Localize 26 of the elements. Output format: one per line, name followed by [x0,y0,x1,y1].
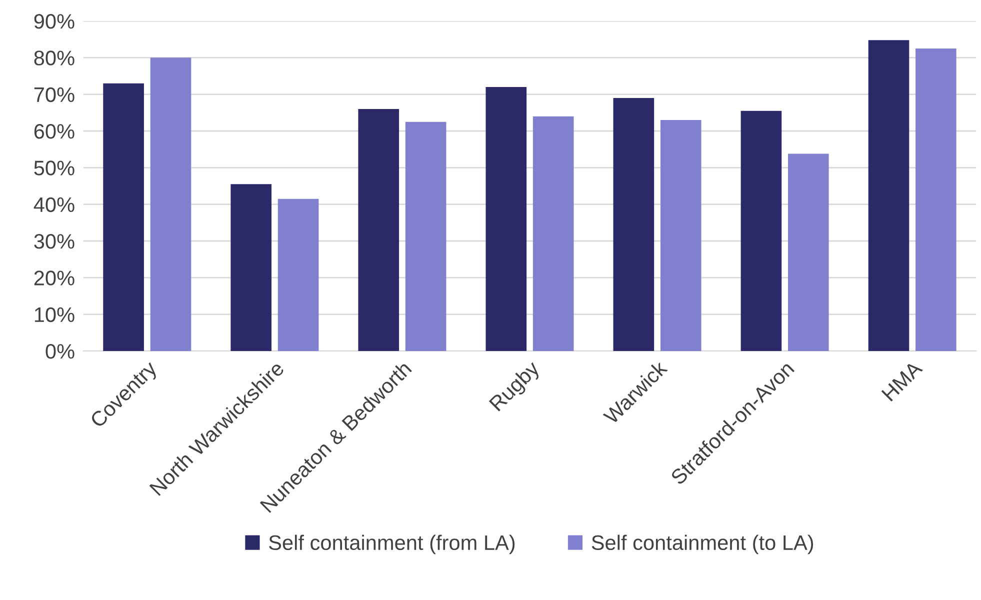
y-tick-label: 50% [34,160,74,176]
bar [230,184,272,351]
legend-label: Self containment (to LA) [592,534,814,554]
bar [103,83,144,351]
bar [486,87,527,351]
y-tick-label: 70% [34,87,74,102]
bar [532,116,574,351]
bar [358,109,400,351]
bar [660,120,702,351]
bar [613,98,654,351]
bar [740,110,782,351]
legend-label: Self containment (from LA) [269,534,515,554]
bar [788,154,829,351]
y-tick-label: 20% [34,270,74,286]
y-tick-label: 90% [34,14,74,29]
bar [278,198,319,351]
bar [868,40,910,351]
bar [916,48,956,351]
y-tick-label: 10% [34,307,74,322]
bar [150,58,192,351]
y-tick-label: 0% [46,344,74,359]
y-tick-label: 30% [34,234,74,249]
y-tick-label: 60% [34,124,74,139]
y-tick-label: 80% [34,50,74,66]
y-tick-label: 40% [34,197,74,212]
bar [405,122,446,351]
